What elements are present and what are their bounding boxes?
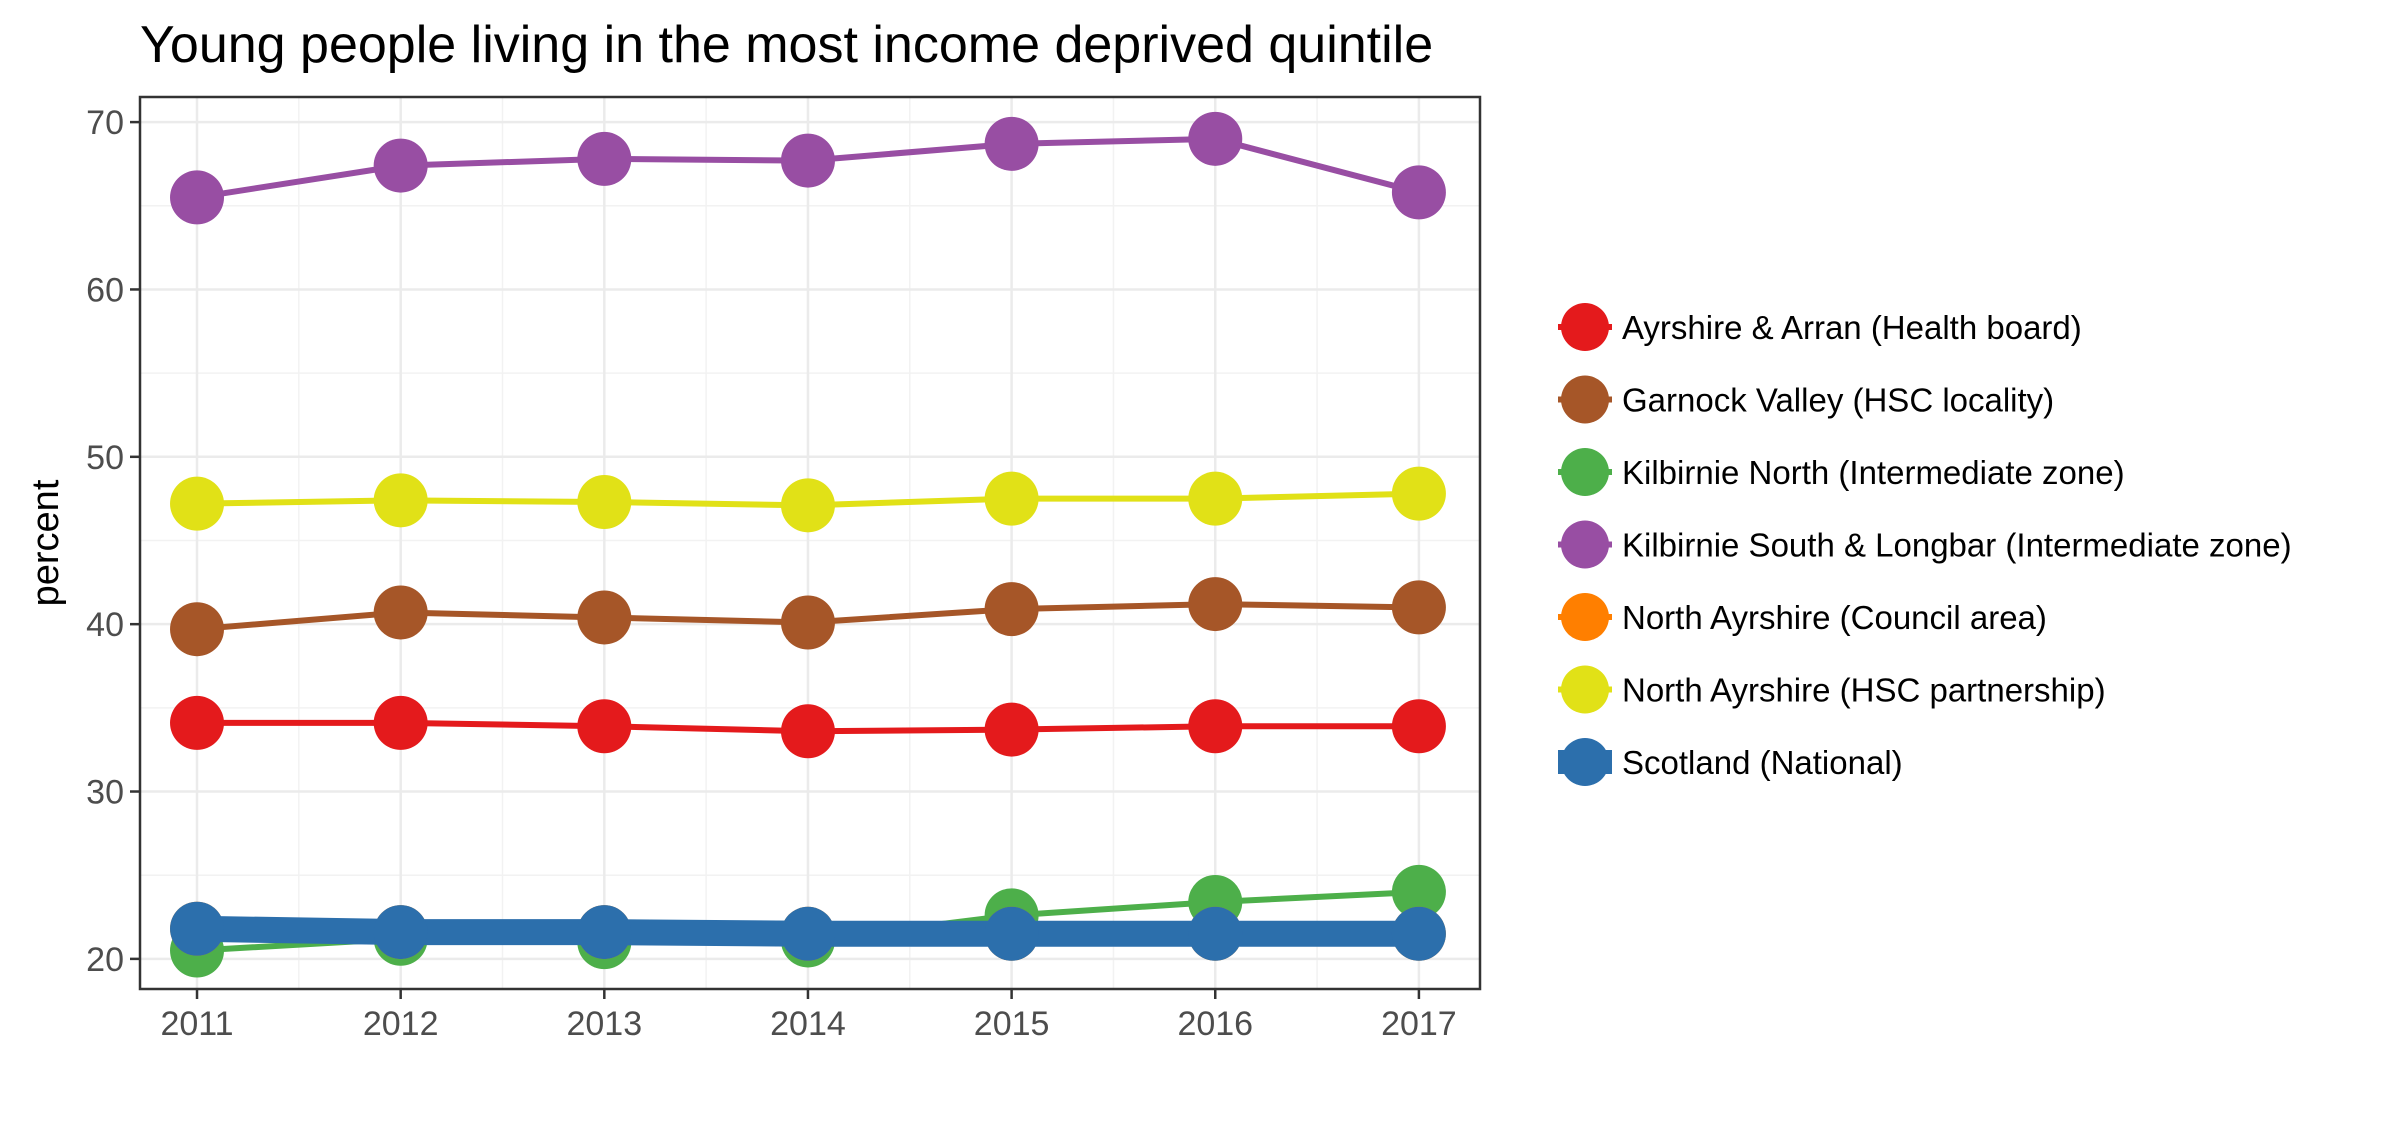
data-point xyxy=(577,905,632,960)
series-4 xyxy=(170,111,1446,225)
y-tick-label: 50 xyxy=(86,439,124,477)
data-point xyxy=(577,699,632,754)
data-point xyxy=(984,702,1039,757)
legend-item: Garnock Valley (HSC locality) xyxy=(1558,375,2054,424)
series-6 xyxy=(170,466,1446,533)
data-point xyxy=(373,138,428,193)
legend-item: North Ayrshire (HSC partnership) xyxy=(1558,665,2106,714)
data-point xyxy=(1391,699,1446,754)
axes: 20 30 40 50 60 70 2011 2012 2013 2014 2015 2016 2017 xyxy=(86,104,1457,1043)
data-point xyxy=(984,471,1039,526)
plot-border xyxy=(138,95,1482,991)
series-1 xyxy=(170,695,1446,759)
data-point xyxy=(984,906,1039,961)
legend-label: North Ayrshire (Council area) xyxy=(1622,599,2047,636)
legend-label: Scotland (National) xyxy=(1622,744,1903,781)
legend-key-point xyxy=(1561,593,1609,641)
legend-label: Garnock Valley (HSC locality) xyxy=(1622,382,2054,419)
legend-item: Ayrshire & Arran (Health board) xyxy=(1558,303,2082,351)
data-point xyxy=(1188,577,1243,632)
x-tick-label: 2015 xyxy=(974,1005,1050,1043)
data-point xyxy=(984,116,1039,171)
chart-title: Young people living in the most income d… xyxy=(140,16,1433,74)
legend-label: Kilbirnie North (Intermediate zone) xyxy=(1622,454,2125,491)
series-7 xyxy=(170,901,1446,961)
y-tick-label: 60 xyxy=(86,271,124,309)
y-tick-label: 40 xyxy=(86,606,124,644)
data-point xyxy=(373,695,428,750)
data-point xyxy=(780,133,835,188)
data-point xyxy=(1391,466,1446,521)
data-point xyxy=(170,695,225,750)
legend-item: North Ayrshire (Council area) xyxy=(1558,593,2047,641)
x-tick-label: 2013 xyxy=(566,1005,642,1043)
x-tick-label: 2012 xyxy=(363,1005,439,1043)
legend-key-point xyxy=(1561,375,1609,424)
plot-background xyxy=(140,97,1480,989)
legend: Ayrshire & Arran (Health board) Garnock V… xyxy=(1558,303,2292,786)
data-point xyxy=(170,170,225,225)
data-point xyxy=(170,901,225,956)
series-2 xyxy=(170,577,1446,657)
legend-item: Kilbirnie North (Intermediate zone) xyxy=(1558,448,2125,496)
series-layer xyxy=(170,111,1446,978)
x-tick-label: 2011 xyxy=(160,1005,233,1043)
data-point xyxy=(373,585,428,640)
y-axis-label: percent xyxy=(25,479,67,606)
legend-label: Ayrshire & Arran (Health board) xyxy=(1622,309,2082,346)
y-tick-label: 30 xyxy=(86,774,124,812)
data-point xyxy=(1391,906,1446,961)
data-point xyxy=(780,595,835,650)
data-point xyxy=(780,704,835,759)
legend-key-point xyxy=(1561,448,1609,496)
legend-label: Kilbirnie South & Longbar (Intermediate … xyxy=(1622,527,2292,564)
data-point xyxy=(1391,165,1446,220)
data-point xyxy=(373,905,428,960)
legend-item: Scotland (National) xyxy=(1558,738,1903,786)
legend-label: North Ayrshire (HSC partnership) xyxy=(1622,672,2106,709)
legend-key-point xyxy=(1561,303,1609,351)
data-point xyxy=(1188,111,1243,166)
data-point xyxy=(780,906,835,961)
legend-item: Kilbirnie South & Longbar (Intermediate … xyxy=(1558,520,2292,569)
data-point xyxy=(1188,471,1243,526)
data-point xyxy=(780,478,835,533)
x-tick-label: 2017 xyxy=(1381,1005,1457,1043)
x-tick-label: 2016 xyxy=(1177,1005,1253,1043)
data-point xyxy=(170,602,225,657)
legend-key-point xyxy=(1561,520,1609,569)
data-point xyxy=(373,473,428,528)
y-tick-label: 70 xyxy=(86,104,124,142)
y-tick-label: 20 xyxy=(86,941,124,979)
data-point xyxy=(984,582,1039,637)
data-point xyxy=(1188,699,1243,754)
x-tick-label: 2014 xyxy=(770,1005,846,1043)
data-point xyxy=(170,476,225,531)
legend-key-point xyxy=(1561,665,1609,714)
data-point xyxy=(1391,864,1446,919)
data-point xyxy=(577,131,632,186)
data-point xyxy=(577,474,632,529)
data-point xyxy=(577,590,632,645)
legend-key-point xyxy=(1561,738,1609,786)
data-point xyxy=(1188,906,1243,961)
data-point xyxy=(1391,580,1446,635)
